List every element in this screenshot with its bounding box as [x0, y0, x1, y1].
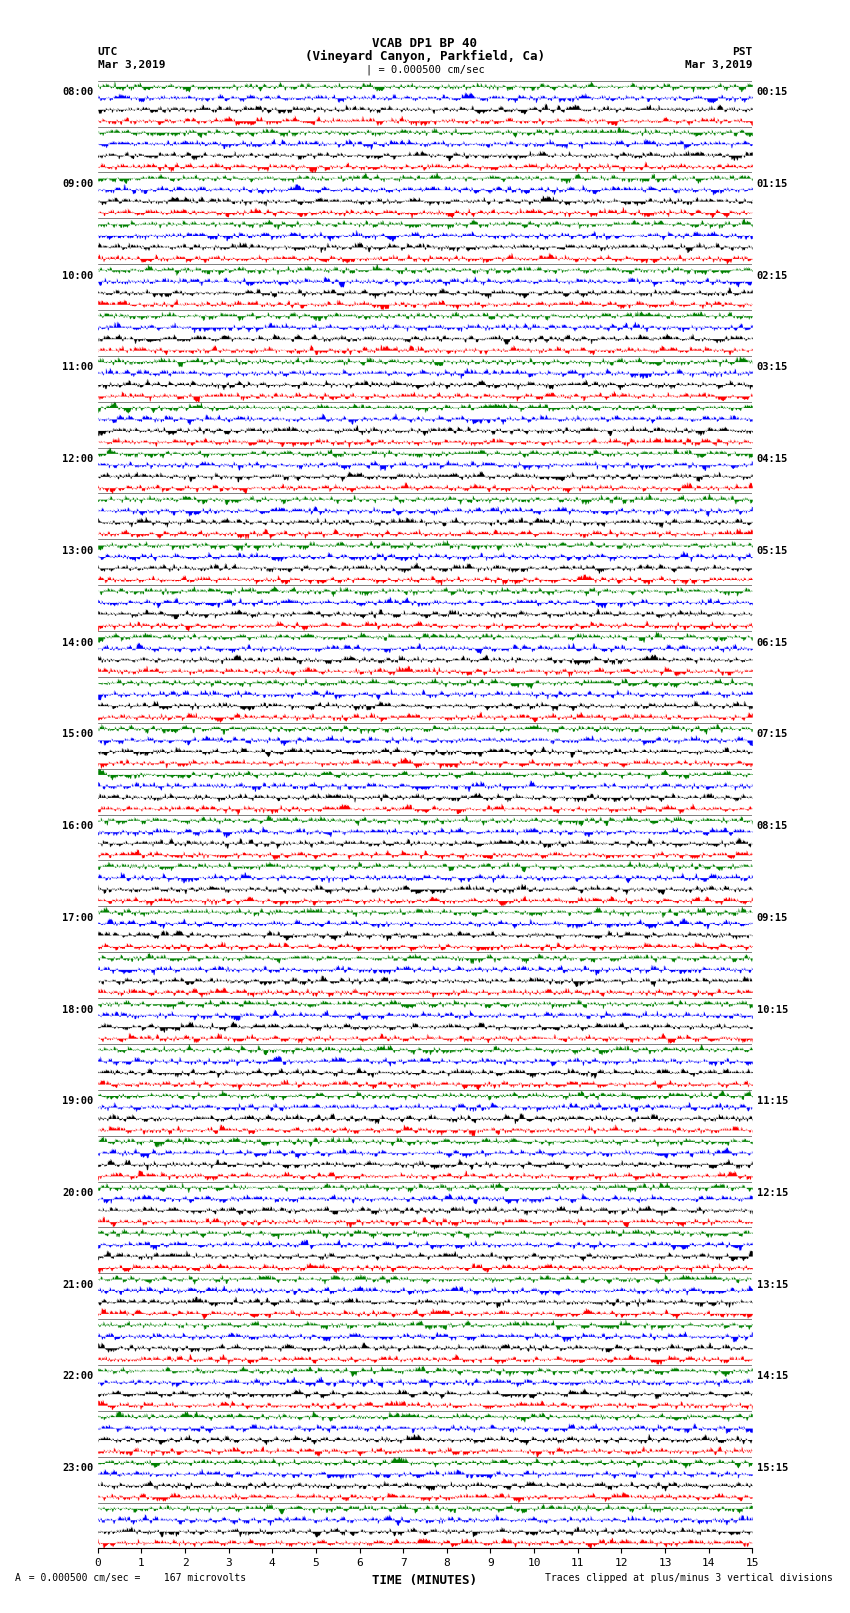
Text: 21:00: 21:00	[62, 1279, 94, 1290]
Text: 09:00: 09:00	[62, 179, 94, 189]
Text: 08:15: 08:15	[756, 821, 788, 831]
Text: 22:00: 22:00	[62, 1371, 94, 1381]
Text: 07:15: 07:15	[756, 729, 788, 739]
Text: = 0.000500 cm/sec =    167 microvolts: = 0.000500 cm/sec = 167 microvolts	[17, 1573, 246, 1582]
Text: | = 0.000500 cm/sec: | = 0.000500 cm/sec	[366, 65, 484, 76]
Text: 08:00: 08:00	[62, 87, 94, 97]
Text: UTC: UTC	[98, 47, 118, 56]
Text: 10:00: 10:00	[62, 271, 94, 281]
Text: 13:15: 13:15	[756, 1279, 788, 1290]
Text: PST: PST	[732, 47, 752, 56]
Text: (Vineyard Canyon, Parkfield, Ca): (Vineyard Canyon, Parkfield, Ca)	[305, 50, 545, 63]
Text: 04:15: 04:15	[756, 455, 788, 465]
Text: 05:15: 05:15	[756, 545, 788, 556]
Text: 11:00: 11:00	[62, 363, 94, 373]
Text: 10:15: 10:15	[756, 1005, 788, 1015]
Text: 14:00: 14:00	[62, 637, 94, 647]
Text: 15:00: 15:00	[62, 729, 94, 739]
Text: A: A	[14, 1573, 20, 1582]
Text: 02:15: 02:15	[756, 271, 788, 281]
Text: Mar 3,2019: Mar 3,2019	[685, 60, 752, 69]
Text: 11:15: 11:15	[756, 1097, 788, 1107]
Text: 13:00: 13:00	[62, 545, 94, 556]
Text: Traces clipped at plus/minus 3 vertical divisions: Traces clipped at plus/minus 3 vertical …	[545, 1573, 833, 1582]
X-axis label: TIME (MINUTES): TIME (MINUTES)	[372, 1574, 478, 1587]
Text: 01:15: 01:15	[756, 179, 788, 189]
Text: 14:15: 14:15	[756, 1371, 788, 1381]
Text: 12:15: 12:15	[756, 1189, 788, 1198]
Text: 16:00: 16:00	[62, 821, 94, 831]
Text: Mar 3,2019: Mar 3,2019	[98, 60, 165, 69]
Text: 09:15: 09:15	[756, 913, 788, 923]
Text: 18:00: 18:00	[62, 1005, 94, 1015]
Text: VCAB DP1 BP 40: VCAB DP1 BP 40	[372, 37, 478, 50]
Text: 00:15: 00:15	[756, 87, 788, 97]
Text: 20:00: 20:00	[62, 1189, 94, 1198]
Text: 17:00: 17:00	[62, 913, 94, 923]
Text: 19:00: 19:00	[62, 1097, 94, 1107]
Text: 03:15: 03:15	[756, 363, 788, 373]
Text: 12:00: 12:00	[62, 455, 94, 465]
Text: 15:15: 15:15	[756, 1463, 788, 1473]
Text: 23:00: 23:00	[62, 1463, 94, 1473]
Text: 06:15: 06:15	[756, 637, 788, 647]
